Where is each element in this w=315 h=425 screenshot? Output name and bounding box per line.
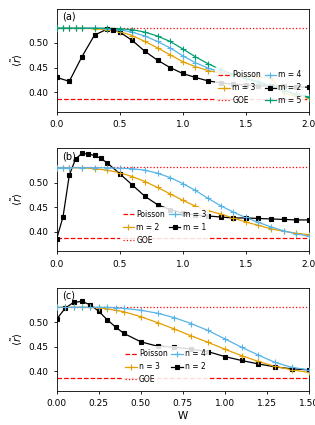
Y-axis label: $\langle \tilde{r} \rangle$: $\langle \tilde{r} \rangle$ xyxy=(10,193,26,207)
Y-axis label: $\langle \tilde{r} \rangle$: $\langle \tilde{r} \rangle$ xyxy=(10,54,26,67)
Text: (c): (c) xyxy=(62,291,75,301)
Legend: Poisson, m = 3, GOE, m = 4, m = 2, m = 5: Poisson, m = 3, GOE, m = 4, m = 2, m = 5 xyxy=(215,67,305,108)
Legend: Poisson, n = 3, GOE, n = 4, n = 2: Poisson, n = 3, GOE, n = 4, n = 2 xyxy=(122,346,209,387)
Y-axis label: $\langle \tilde{r} \rangle$: $\langle \tilde{r} \rangle$ xyxy=(10,333,26,346)
Text: (b): (b) xyxy=(62,151,76,161)
Text: (a): (a) xyxy=(62,11,75,22)
X-axis label: W: W xyxy=(178,411,188,421)
Legend: Poisson, m = 2, GOE, m = 3, m = 1: Poisson, m = 2, GOE, m = 3, m = 1 xyxy=(120,207,209,248)
